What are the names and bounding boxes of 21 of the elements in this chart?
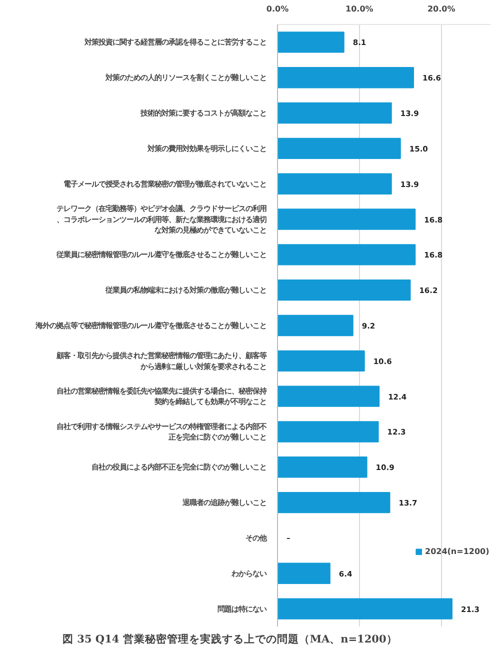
bar <box>278 421 379 442</box>
bar <box>278 67 414 88</box>
bar <box>278 244 416 266</box>
bar <box>278 173 392 194</box>
bar <box>278 386 380 407</box>
bar <box>278 314 354 336</box>
x-tick-label: 0.0% <box>266 4 289 14</box>
x-tick-label: 10.0% <box>346 4 374 14</box>
text: 図 35 Q14 営業秘密管理を実践する上での問題（MA、n=1200） <box>62 632 398 646</box>
bar <box>278 138 401 160</box>
bar <box>278 208 416 230</box>
bar <box>278 32 344 53</box>
bar <box>278 598 452 620</box>
x-tick-label: 20.0% <box>427 4 456 14</box>
bar <box>278 102 392 124</box>
bar <box>278 279 411 301</box>
bar <box>278 492 390 514</box>
legend-label: 2024(n=1200) <box>425 547 490 556</box>
bar <box>278 350 365 372</box>
bar <box>278 562 330 584</box>
bar <box>278 456 368 478</box>
